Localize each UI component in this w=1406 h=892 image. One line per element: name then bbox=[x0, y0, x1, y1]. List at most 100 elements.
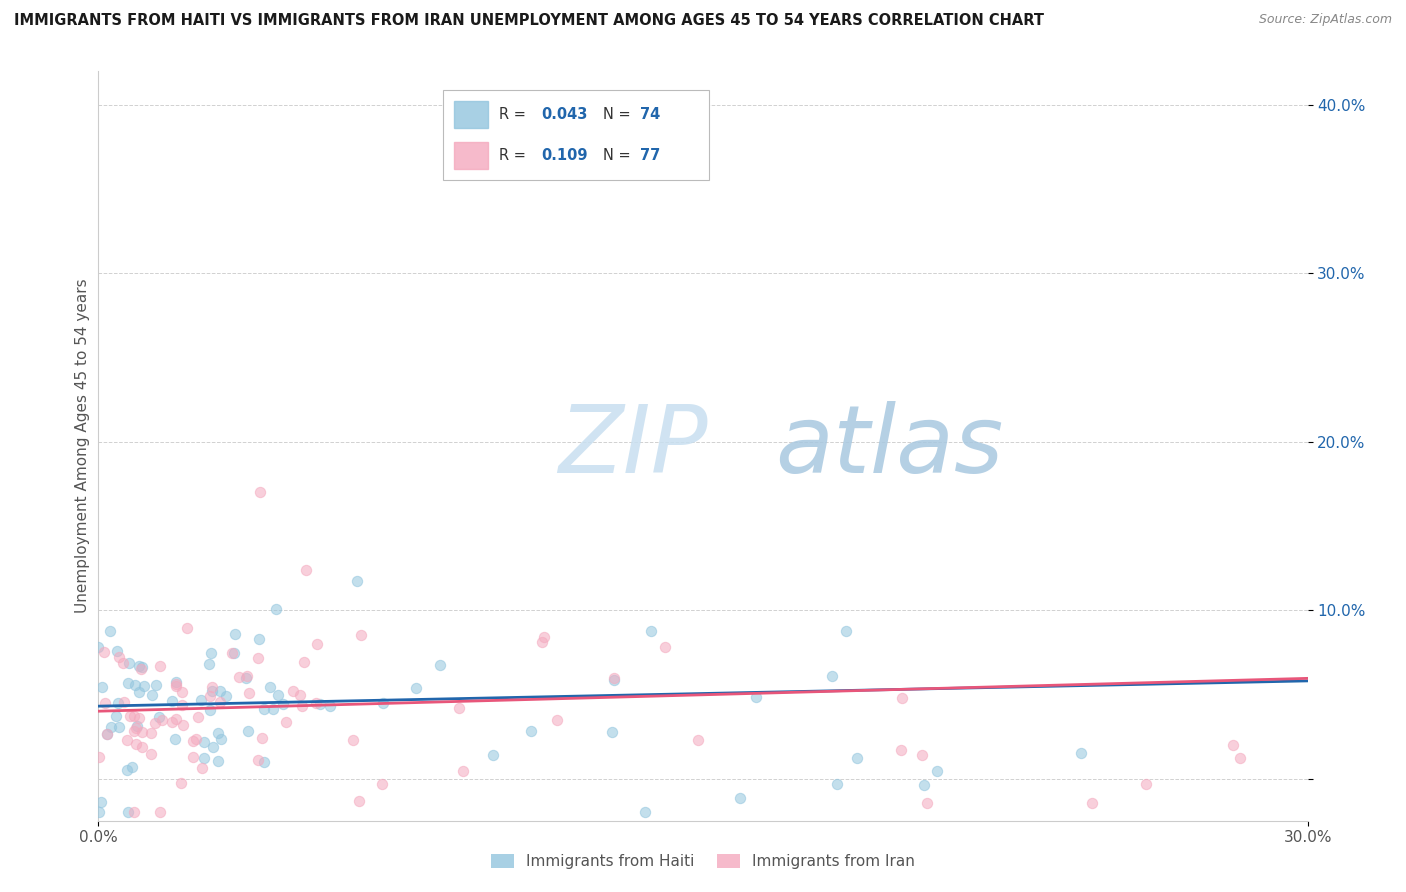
Point bbox=[915, 797, 938, 811]
Point bbox=[600, 725, 623, 739]
Point bbox=[890, 743, 912, 757]
Point bbox=[193, 751, 215, 765]
Point bbox=[87, 805, 110, 820]
Legend: Immigrants from Haiti, Immigrants from Iran: Immigrants from Haiti, Immigrants from I… bbox=[485, 848, 921, 875]
Point bbox=[202, 739, 225, 754]
Point bbox=[247, 753, 270, 767]
Point bbox=[821, 669, 844, 683]
Point bbox=[1222, 738, 1244, 752]
Point bbox=[249, 485, 271, 500]
Point bbox=[264, 602, 287, 616]
Point bbox=[124, 678, 146, 692]
Point bbox=[825, 777, 848, 791]
Point bbox=[111, 657, 134, 671]
Point bbox=[201, 684, 224, 698]
Point bbox=[481, 747, 503, 762]
Point bbox=[890, 691, 912, 706]
Point bbox=[845, 751, 868, 765]
Point bbox=[274, 714, 297, 729]
Point bbox=[115, 733, 138, 747]
Point bbox=[193, 735, 215, 749]
Point bbox=[149, 659, 172, 673]
Point bbox=[124, 708, 146, 723]
Point bbox=[224, 646, 246, 660]
Point bbox=[228, 670, 250, 684]
Point bbox=[686, 733, 709, 747]
Point bbox=[125, 737, 148, 751]
Point bbox=[87, 750, 110, 764]
Point bbox=[371, 696, 394, 710]
Point bbox=[198, 689, 221, 703]
Point bbox=[132, 679, 155, 693]
Point bbox=[198, 703, 221, 717]
Point bbox=[187, 710, 209, 724]
Point bbox=[247, 632, 270, 647]
Point bbox=[305, 696, 328, 710]
Point bbox=[209, 684, 232, 698]
Point bbox=[246, 651, 269, 665]
Point bbox=[533, 630, 555, 644]
Point bbox=[207, 725, 229, 739]
Point bbox=[640, 624, 662, 638]
Point bbox=[108, 720, 131, 734]
Point bbox=[90, 796, 112, 810]
Point bbox=[107, 649, 129, 664]
Point bbox=[118, 709, 141, 723]
Point bbox=[148, 710, 170, 724]
Point bbox=[215, 690, 238, 704]
Point bbox=[129, 662, 152, 676]
Point bbox=[124, 721, 146, 735]
Point bbox=[262, 701, 284, 715]
Point bbox=[912, 778, 935, 792]
Point bbox=[141, 688, 163, 702]
Point bbox=[745, 690, 768, 705]
Point bbox=[308, 697, 330, 711]
Point bbox=[209, 732, 232, 747]
Point bbox=[94, 696, 117, 710]
Point bbox=[288, 688, 311, 702]
Point bbox=[176, 621, 198, 635]
Point bbox=[96, 727, 118, 741]
Point bbox=[90, 681, 112, 695]
Point bbox=[96, 727, 118, 741]
Point bbox=[149, 805, 172, 820]
Point bbox=[122, 805, 145, 820]
Point bbox=[160, 714, 183, 729]
Point bbox=[162, 693, 184, 707]
Point bbox=[105, 709, 128, 723]
Point bbox=[170, 775, 193, 789]
Point bbox=[198, 657, 221, 672]
Point bbox=[224, 627, 246, 641]
Point bbox=[634, 805, 657, 820]
Point bbox=[235, 671, 257, 685]
Point bbox=[93, 645, 115, 659]
Point bbox=[207, 754, 229, 768]
Point bbox=[451, 764, 474, 778]
Point bbox=[105, 644, 128, 658]
Point bbox=[221, 646, 243, 660]
Point bbox=[181, 750, 204, 764]
Point bbox=[98, 624, 121, 638]
Point bbox=[835, 624, 858, 638]
Point bbox=[728, 790, 751, 805]
Point bbox=[208, 695, 231, 709]
Point bbox=[291, 699, 314, 714]
Point bbox=[449, 700, 471, 714]
Point bbox=[531, 635, 554, 649]
Point bbox=[342, 733, 364, 747]
Point bbox=[271, 698, 294, 712]
Point bbox=[253, 701, 276, 715]
Point bbox=[405, 681, 427, 696]
Point bbox=[200, 646, 222, 660]
Point bbox=[1081, 796, 1104, 810]
Point bbox=[124, 723, 146, 738]
Point bbox=[307, 637, 329, 651]
Point bbox=[121, 760, 143, 774]
Point bbox=[654, 640, 676, 654]
Point bbox=[910, 748, 932, 763]
Point bbox=[115, 763, 138, 777]
Text: IMMIGRANTS FROM HAITI VS IMMIGRANTS FROM IRAN UNEMPLOYMENT AMONG AGES 45 TO 54 Y: IMMIGRANTS FROM HAITI VS IMMIGRANTS FROM… bbox=[14, 13, 1045, 29]
Point bbox=[346, 574, 368, 588]
Point bbox=[925, 764, 948, 778]
Point bbox=[128, 685, 150, 699]
